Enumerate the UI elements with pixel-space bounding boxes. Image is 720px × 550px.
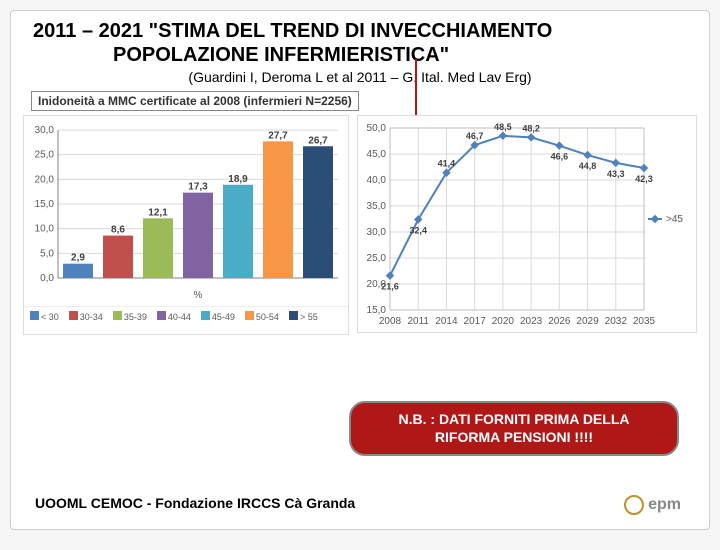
svg-text:2032: 2032 [605, 316, 628, 327]
svg-text:2035: 2035 [633, 316, 656, 327]
line-chart-svg: 15,020,025,030,035,040,045,050,020082011… [358, 116, 698, 334]
svg-text:2020: 2020 [492, 316, 515, 327]
svg-text:25,0: 25,0 [35, 150, 55, 161]
svg-text:2029: 2029 [576, 316, 599, 327]
svg-text:30,0: 30,0 [35, 125, 55, 136]
bar-chart-svg: 0,0 5,0 10,0 15,0 20,0 25,0 30,0 2,9 8,6 12,1 17,3… [24, 116, 344, 306]
svg-text:42,3: 42,3 [635, 174, 653, 184]
subtitle-box: Inidoneità a MMC certificate al 2008 (in… [31, 91, 359, 111]
svg-text:2,9: 2,9 [71, 253, 85, 264]
logo-text: epm [648, 496, 681, 513]
svg-text:44,8: 44,8 [579, 161, 597, 171]
svg-text:2011: 2011 [407, 316, 429, 327]
svg-text:2014: 2014 [435, 316, 458, 327]
svg-text:12,1: 12,1 [148, 207, 168, 218]
svg-text:2026: 2026 [548, 316, 571, 327]
svg-text:%: % [194, 290, 203, 301]
svg-text:15,0: 15,0 [35, 199, 55, 210]
slide-frame: 2011 – 2021 "STIMA DEL TREND DI INVECCHI… [10, 10, 710, 530]
svg-text:5,0: 5,0 [40, 248, 54, 259]
legend-item: 45-49 [201, 311, 235, 322]
svg-text:40,0: 40,0 [367, 175, 387, 186]
line-chart-panel: 15,020,025,030,035,040,045,050,020082011… [357, 115, 697, 333]
logo-circle-icon [624, 495, 644, 515]
svg-text:48,5: 48,5 [494, 122, 512, 132]
legend-item: 40-44 [157, 311, 191, 322]
footer-text: UOOML CEMOC - Fondazione IRCCS Cà Granda [35, 495, 355, 511]
note-line-1: N.B. : DATI FORNITI PRIMA DELLA [399, 411, 630, 427]
svg-text:15,0: 15,0 [367, 305, 387, 316]
svg-text:>45: >45 [666, 214, 683, 225]
svg-text:0,0: 0,0 [40, 273, 54, 284]
svg-text:27,7: 27,7 [268, 130, 288, 141]
legend-item: > 55 [289, 311, 318, 322]
svg-text:32,4: 32,4 [409, 226, 427, 236]
svg-text:20,0: 20,0 [35, 174, 55, 185]
svg-text:46,6: 46,6 [551, 152, 569, 162]
svg-text:25,0: 25,0 [367, 253, 387, 264]
svg-text:8,6: 8,6 [111, 225, 125, 236]
legend-item: 35-39 [113, 311, 147, 322]
svg-text:41,4: 41,4 [438, 159, 456, 169]
svg-text:17,3: 17,3 [188, 182, 208, 193]
legend-item: < 30 [30, 311, 59, 322]
note-box: N.B. : DATI FORNITI PRIMA DELLA RIFORMA … [349, 401, 679, 456]
svg-text:2008: 2008 [379, 316, 402, 327]
citation-text: (Guardini I, Deroma L et al 2011 – G. It… [23, 69, 697, 85]
svg-text:45,0: 45,0 [367, 149, 387, 160]
legend-item: 30-34 [69, 311, 103, 322]
svg-text:35,0: 35,0 [367, 201, 387, 212]
svg-text:46,7: 46,7 [466, 131, 484, 141]
bar-chart-legend: < 30 30-34 35-39 40-44 45-49 50-54 > 55 [24, 306, 348, 326]
svg-text:18,9: 18,9 [228, 174, 248, 185]
charts-row: 0,0 5,0 10,0 15,0 20,0 25,0 30,0 2,9 8,6 12,1 17,3… [23, 115, 697, 335]
epm-logo: epm [624, 495, 681, 515]
svg-text:50,0: 50,0 [367, 123, 387, 134]
bar-chart-panel: 0,0 5,0 10,0 15,0 20,0 25,0 30,0 2,9 8,6 12,1 17,3… [23, 115, 349, 335]
title-line-1: 2011 – 2021 "STIMA DEL TREND DI INVECCHI… [33, 20, 552, 42]
svg-text:10,0: 10,0 [35, 224, 55, 235]
svg-text:21,6: 21,6 [381, 282, 399, 292]
legend-item: 50-54 [245, 311, 279, 322]
svg-text:43,3: 43,3 [607, 169, 625, 179]
title-line-2: POPOLAZIONE INFERMIERISTICA" [33, 43, 687, 67]
note-line-2: RIFORMA PENSIONI !!!! [435, 429, 593, 445]
slide-title: 2011 – 2021 "STIMA DEL TREND DI INVECCHI… [23, 19, 697, 67]
svg-text:2023: 2023 [520, 316, 543, 327]
svg-text:30,0: 30,0 [367, 227, 387, 238]
svg-text:2017: 2017 [464, 316, 487, 327]
svg-text:26,7: 26,7 [308, 135, 328, 146]
svg-text:48,2: 48,2 [522, 123, 540, 133]
